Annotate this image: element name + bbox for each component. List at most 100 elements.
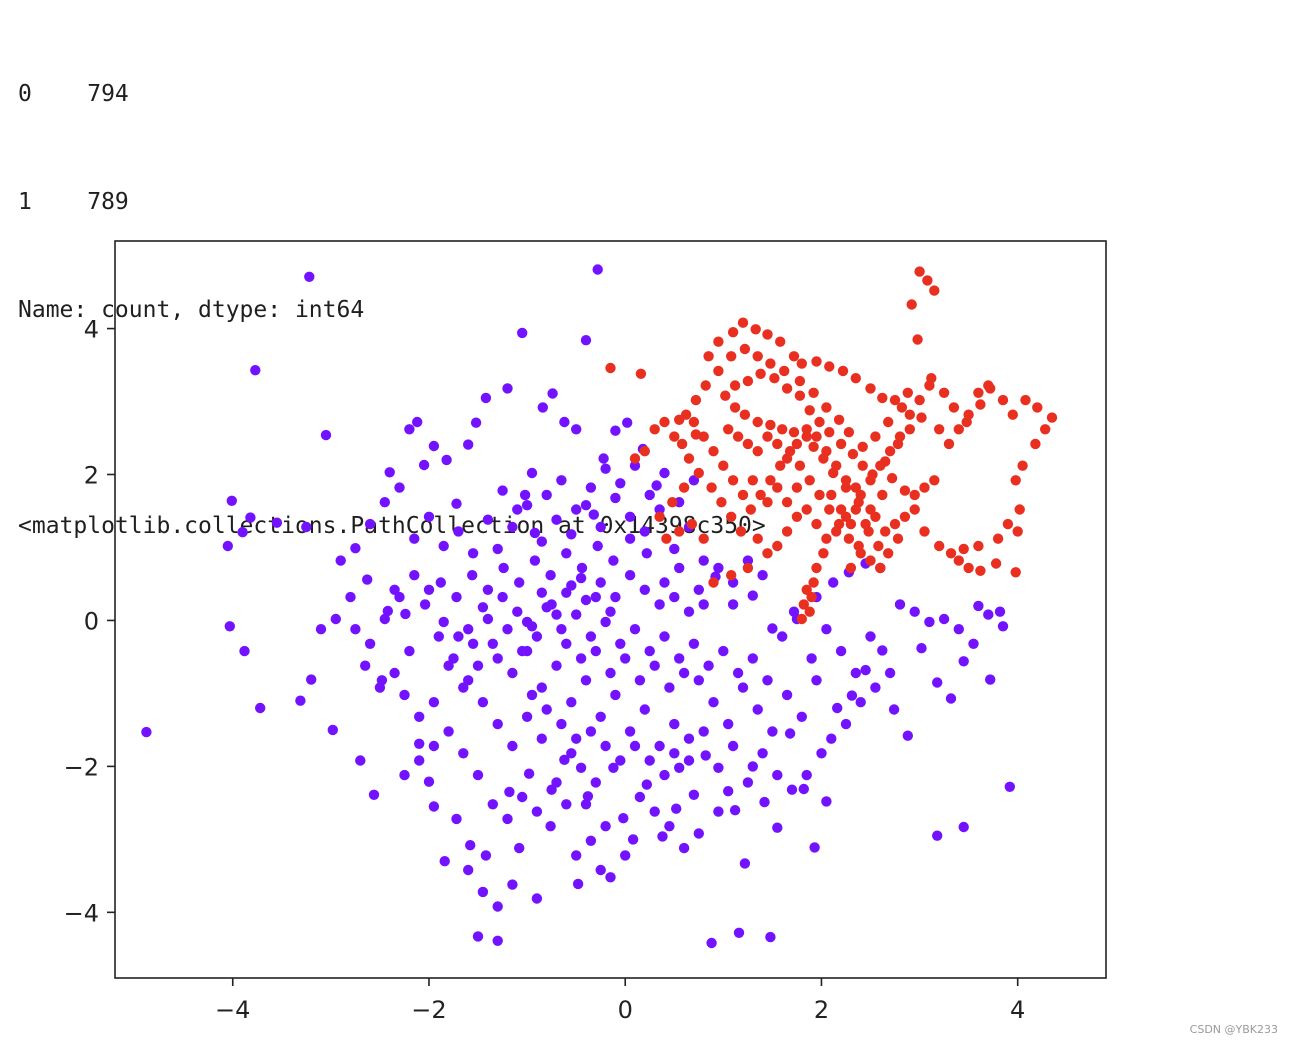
scatter-point <box>747 653 758 664</box>
watermark: CSDN @YBK233 <box>1189 1023 1278 1036</box>
scatter-point <box>659 416 670 428</box>
scatter-point <box>531 893 543 904</box>
scatter-point <box>873 540 884 552</box>
scatter-point <box>850 667 861 679</box>
scatter-point <box>624 533 636 544</box>
scatter-point <box>669 718 680 730</box>
scatter-point <box>821 402 832 413</box>
scatter-point <box>739 858 751 869</box>
scatter-point <box>902 730 913 741</box>
scatter-point <box>683 606 695 617</box>
scatter-point <box>826 489 837 501</box>
scatter-point <box>226 495 237 506</box>
scatter-point <box>767 623 778 634</box>
scatter-point <box>472 931 484 942</box>
scatter-point <box>674 526 685 537</box>
scatter-point <box>480 850 492 861</box>
scatter-point <box>850 482 861 493</box>
scatter-point <box>531 631 543 642</box>
scatter-point <box>729 805 741 816</box>
scatter-point <box>880 526 891 537</box>
scatter-point <box>271 517 283 528</box>
scatter-point <box>698 599 709 610</box>
scatter-point <box>414 711 425 722</box>
scatter-point <box>443 726 454 737</box>
scatter-point <box>600 616 611 628</box>
scatter-point <box>865 631 876 642</box>
scatter-point <box>399 689 410 701</box>
scatter-point <box>482 613 494 625</box>
scatter-point <box>735 526 747 537</box>
scatter-point <box>883 548 894 559</box>
scatter-point <box>374 682 386 693</box>
scatter-point <box>382 605 393 617</box>
scatter-point <box>1012 526 1023 537</box>
scatter-point <box>477 886 489 898</box>
scatter-point <box>818 548 829 559</box>
scatter-point <box>779 365 790 377</box>
scatter-point <box>794 460 806 471</box>
scatter-point <box>624 511 636 522</box>
scatter-point <box>404 424 415 435</box>
scatter-point <box>654 504 665 515</box>
scatter-point <box>551 609 562 620</box>
scatter-point <box>1004 781 1015 792</box>
scatter-point <box>788 427 800 438</box>
scatter-point <box>703 351 714 362</box>
scatter-point <box>620 653 631 664</box>
scatter-point <box>870 682 881 693</box>
scatter-point <box>755 489 766 501</box>
scatter-point <box>566 697 577 708</box>
scatter-point <box>575 762 587 773</box>
scatter-point <box>409 533 420 544</box>
scatter-point <box>480 392 492 404</box>
scatter-point <box>592 540 603 552</box>
scatter-point <box>659 769 670 781</box>
scatter-point <box>414 738 425 749</box>
scatter-point <box>832 702 843 714</box>
scatter-point <box>546 599 557 610</box>
scatter-point <box>683 453 695 464</box>
scatter-point <box>781 453 793 464</box>
scatter-point <box>649 424 660 435</box>
scatter-point <box>723 786 734 797</box>
scatter-point <box>894 599 906 610</box>
scatter-point <box>580 594 592 606</box>
scatter-point <box>463 864 474 876</box>
scatter-point <box>912 334 923 345</box>
scatter-point <box>762 329 773 340</box>
scatter-point <box>726 351 737 362</box>
scatter-point <box>667 497 678 508</box>
scatter-point <box>463 675 474 686</box>
scatter-point <box>811 518 822 530</box>
scatter-point <box>423 776 435 787</box>
scatter-point <box>556 718 567 730</box>
scatter-point <box>592 264 603 275</box>
scatter-point <box>1002 518 1014 530</box>
scatter-point <box>438 616 449 628</box>
scatter-point <box>713 762 724 773</box>
scatter-point <box>419 599 431 610</box>
scatter-point <box>840 482 852 493</box>
scatter-point <box>683 755 695 766</box>
scatter-point <box>804 475 815 486</box>
scatter-point <box>826 733 837 744</box>
scatter-point <box>502 813 513 825</box>
y-tick-label: 2 <box>84 462 99 490</box>
scatter-point <box>892 533 904 544</box>
scatter-point <box>690 429 702 440</box>
scatter-point <box>608 762 619 773</box>
scatter-point <box>835 438 847 450</box>
scatter-point <box>521 616 533 628</box>
scatter-point <box>595 577 606 588</box>
scatter-point <box>934 540 945 552</box>
scatter-point <box>997 394 1009 406</box>
scatter-point <box>698 555 709 566</box>
scatter-point <box>502 624 513 635</box>
scatter-point <box>360 660 371 671</box>
series-0 <box>141 264 1015 949</box>
scatter-point <box>845 562 857 574</box>
scatter-point <box>664 682 675 693</box>
scatter-point <box>894 431 906 442</box>
output-line: 1 789 <box>18 189 129 215</box>
